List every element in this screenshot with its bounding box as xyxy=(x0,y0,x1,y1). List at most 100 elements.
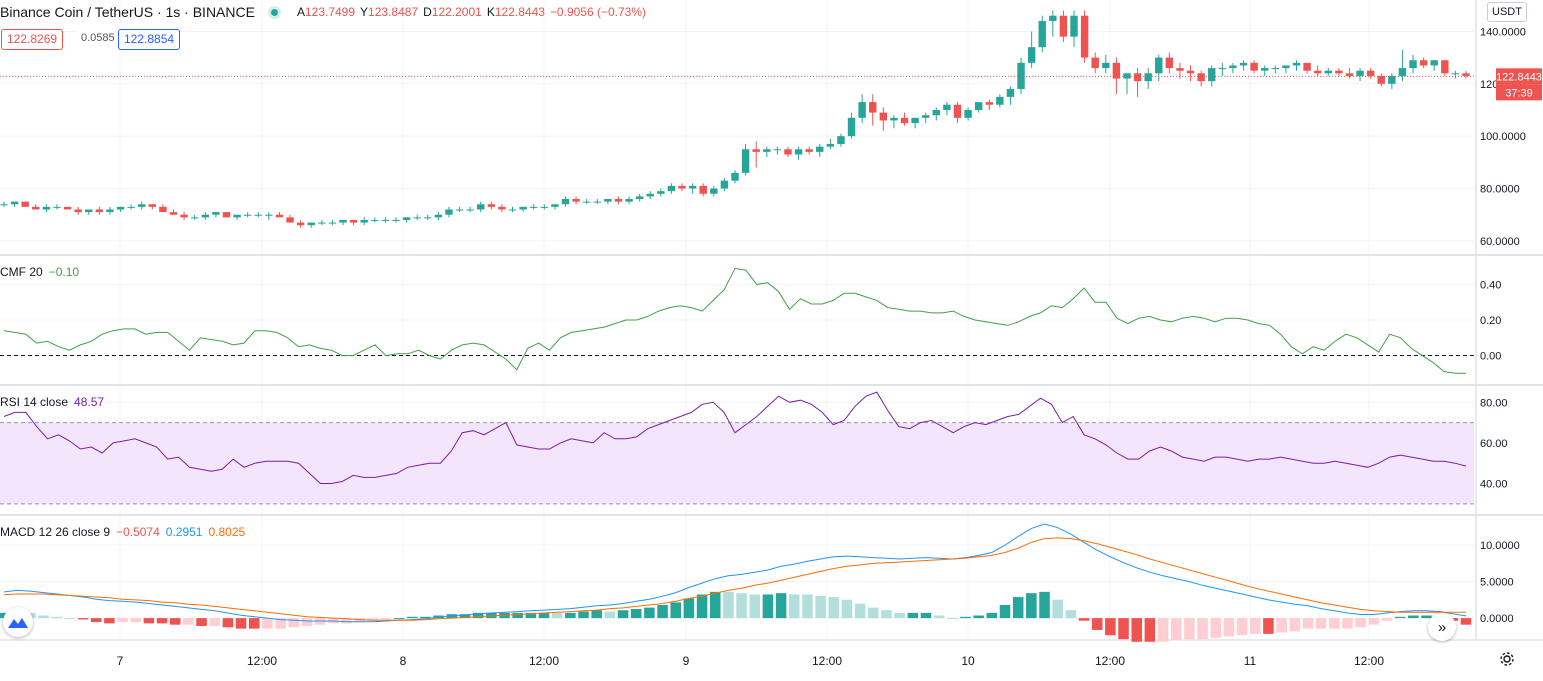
rsi-band-fill xyxy=(0,422,1474,504)
price-tick-label: 140.0000 xyxy=(1480,26,1526,38)
price-axes[interactable]: 140.0000120.0000100.000080.000060.00000.… xyxy=(1480,26,1526,625)
rsi-value: 48.57 xyxy=(74,395,105,409)
macd-histogram-bar xyxy=(183,618,194,625)
close-value: 122.8443 xyxy=(494,5,545,19)
macd-histogram-bar xyxy=(881,610,892,619)
macd-histogram-bar xyxy=(169,618,181,625)
candle-body xyxy=(254,214,262,216)
macd-histogram-bar xyxy=(1197,618,1208,640)
macd-histogram-bar xyxy=(1249,618,1261,634)
candle-body xyxy=(1059,15,1068,37)
countdown-badge-text: 37:39 xyxy=(1505,87,1533,99)
macd-histogram-bar xyxy=(235,618,247,629)
candle-body xyxy=(212,212,220,215)
candle-body xyxy=(1250,62,1258,71)
macd-histogram-bar xyxy=(657,604,668,619)
candle-body xyxy=(1165,57,1174,69)
candle-body xyxy=(625,199,633,202)
candle-body xyxy=(964,109,972,118)
candle-body xyxy=(582,201,591,203)
macd-histogram-bar xyxy=(538,612,550,619)
candle-body xyxy=(561,199,570,205)
candle-body xyxy=(201,214,209,218)
candle-body xyxy=(180,214,188,218)
settings-gear-icon[interactable] xyxy=(1497,649,1517,669)
macd-histogram-bar xyxy=(288,618,300,628)
candle-body xyxy=(593,201,601,203)
rsi-legend[interactable]: RSI 14 close 48.57 xyxy=(0,395,104,409)
macd-histogram-bar xyxy=(222,618,234,628)
candle-body xyxy=(1186,70,1195,74)
price-tick-label: 0.0000 xyxy=(1480,613,1514,625)
candle-body xyxy=(1282,65,1290,69)
macd-histogram-bar xyxy=(1289,618,1301,632)
symbol-title[interactable]: Binance Coin / TetherUS · 1s · BINANCE xyxy=(0,4,255,20)
macd-histogram-bar xyxy=(670,602,681,619)
candle-body xyxy=(911,117,919,124)
candle-body xyxy=(1324,70,1332,74)
price-tick-label: 60.00 xyxy=(1480,438,1508,450)
candle-body xyxy=(540,206,549,208)
candle-body xyxy=(233,214,241,218)
time-tick-label: 9 xyxy=(683,654,690,668)
cmf-legend[interactable]: CMF 20 −0.10 xyxy=(0,265,79,279)
candle-body xyxy=(243,214,252,216)
candle-body xyxy=(339,219,347,223)
candle-body xyxy=(1049,15,1057,21)
candle-body xyxy=(148,204,157,207)
candle-body xyxy=(360,219,368,223)
macd-histogram-bar xyxy=(367,618,379,621)
time-tick-label: 12:00 xyxy=(1095,654,1125,668)
time-tick-label: 12:00 xyxy=(529,654,559,668)
candle-body xyxy=(646,193,654,197)
macd-histogram-bar xyxy=(77,618,89,620)
macd-signal-line xyxy=(3,537,1466,621)
candle-body xyxy=(688,185,697,189)
macd-line-value: 0.2951 xyxy=(165,525,203,539)
time-axis[interactable]: 7 12:00 8 12:00 9 12:00 10 12:00 11 12:00 xyxy=(117,654,1385,668)
tradingview-logo-icon[interactable] xyxy=(3,607,33,637)
buy-price-button[interactable]: 122.8854 xyxy=(118,29,181,50)
cmf-value: −0.10 xyxy=(48,265,80,279)
sell-price-button[interactable]: 122.8269 xyxy=(1,29,64,50)
candle-body xyxy=(74,209,82,213)
candle-body xyxy=(477,204,485,210)
macd-histogram-bar xyxy=(1236,618,1248,636)
price-tick-label: 5.0000 xyxy=(1480,577,1514,589)
candle-body xyxy=(943,104,951,110)
candle-body xyxy=(445,209,453,215)
time-tick-label: 8 xyxy=(400,654,407,668)
candle-body xyxy=(85,209,93,213)
macd-histogram-bar xyxy=(459,614,471,619)
macd-histogram-bar xyxy=(472,612,484,619)
spread-value: 0.0585 xyxy=(76,29,120,48)
macd-histogram-bar xyxy=(380,618,392,620)
candle-body xyxy=(1155,57,1163,74)
candle-body xyxy=(413,217,421,219)
price-tick-label: 0.00 xyxy=(1480,351,1501,363)
price-tick-label: 0.20 xyxy=(1480,315,1501,327)
scroll-to-realtime-button[interactable]: » xyxy=(1428,613,1456,641)
market-status-icon[interactable] xyxy=(270,8,278,16)
macd-histogram-bar xyxy=(1131,618,1142,642)
price-badges: 122.8443 37:39 xyxy=(1496,68,1542,101)
macd-legend[interactable]: MACD 12 26 close 9 −0.5074 0.2951 0.8025 xyxy=(0,525,245,539)
candle-body xyxy=(1292,62,1301,66)
macd-histogram-bar xyxy=(868,607,879,619)
macd-histogram-bar xyxy=(104,618,115,624)
candle-body xyxy=(763,149,771,152)
candle-body xyxy=(921,115,930,118)
candle-body xyxy=(1091,57,1099,69)
candle-body xyxy=(328,222,337,224)
macd-histogram-bar xyxy=(1223,618,1235,637)
macd-histogram-bar xyxy=(1355,618,1366,628)
candle-body xyxy=(720,180,729,189)
candle-body xyxy=(858,102,866,118)
candle-body xyxy=(678,185,686,189)
currency-button[interactable]: USDT xyxy=(1487,2,1527,22)
macd-histogram-bar xyxy=(1039,591,1050,619)
candle-body xyxy=(1017,62,1025,90)
last-price-badge xyxy=(1496,68,1542,85)
candle-body xyxy=(95,209,104,213)
